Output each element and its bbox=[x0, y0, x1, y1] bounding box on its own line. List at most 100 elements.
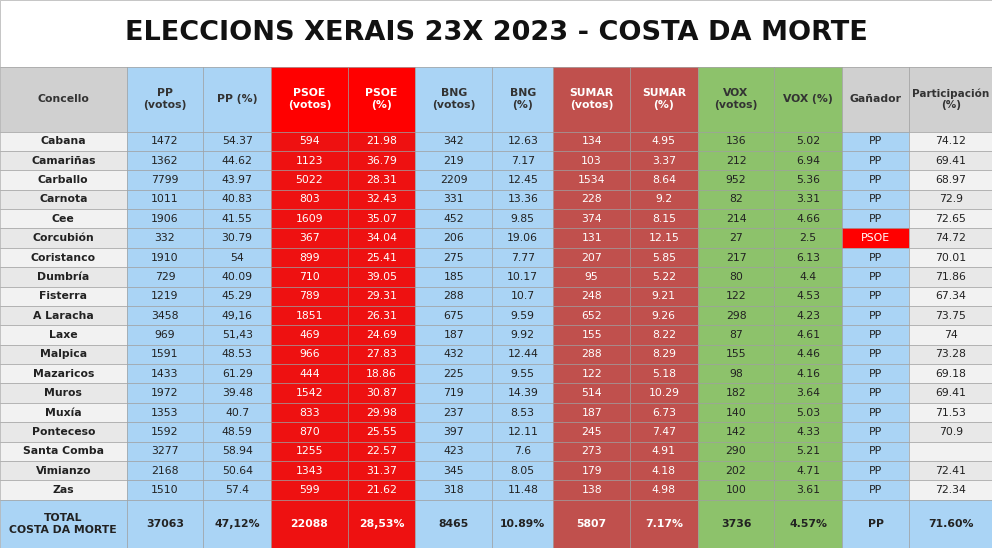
Bar bbox=[127, 229, 203, 248]
Text: 138: 138 bbox=[581, 485, 602, 495]
Bar bbox=[348, 209, 416, 229]
Bar bbox=[127, 442, 203, 461]
Bar bbox=[271, 364, 348, 384]
Text: 34.04: 34.04 bbox=[366, 233, 397, 243]
Text: 7.77: 7.77 bbox=[511, 253, 535, 262]
Bar bbox=[348, 364, 416, 384]
Bar bbox=[630, 306, 697, 326]
Text: 1542: 1542 bbox=[296, 388, 323, 398]
Text: 4.95: 4.95 bbox=[652, 136, 676, 146]
Bar bbox=[554, 403, 630, 423]
Bar bbox=[554, 170, 630, 190]
Text: 318: 318 bbox=[443, 485, 464, 495]
Bar bbox=[775, 364, 842, 384]
Text: 187: 187 bbox=[443, 330, 464, 340]
Bar bbox=[416, 209, 492, 229]
Bar bbox=[910, 423, 992, 442]
Text: Concello: Concello bbox=[38, 94, 89, 104]
Text: 30.79: 30.79 bbox=[222, 233, 253, 243]
Bar bbox=[554, 364, 630, 384]
Bar bbox=[127, 500, 203, 548]
Text: PP: PP bbox=[869, 485, 882, 495]
Text: 12.63: 12.63 bbox=[507, 136, 538, 146]
Text: 8.29: 8.29 bbox=[652, 350, 676, 359]
Bar bbox=[630, 190, 697, 209]
Text: TOTAL
COSTA DA MORTE: TOTAL COSTA DA MORTE bbox=[10, 513, 117, 535]
Bar bbox=[203, 345, 271, 364]
Text: 225: 225 bbox=[443, 369, 464, 379]
Text: Cee: Cee bbox=[52, 214, 74, 224]
Text: PP: PP bbox=[869, 156, 882, 165]
Bar bbox=[416, 248, 492, 267]
Text: 10.29: 10.29 bbox=[649, 388, 680, 398]
Text: 1910: 1910 bbox=[151, 253, 179, 262]
Text: SUMAR
(%): SUMAR (%) bbox=[642, 88, 685, 110]
Bar bbox=[630, 364, 697, 384]
Text: 423: 423 bbox=[443, 446, 464, 456]
Text: 40.83: 40.83 bbox=[222, 195, 253, 204]
Bar bbox=[697, 267, 775, 287]
Bar bbox=[910, 170, 992, 190]
Text: Corcubión: Corcubión bbox=[33, 233, 94, 243]
Bar bbox=[492, 132, 554, 151]
Text: 374: 374 bbox=[581, 214, 602, 224]
Bar bbox=[271, 403, 348, 423]
Text: PP: PP bbox=[869, 408, 882, 418]
Text: 4.57%: 4.57% bbox=[790, 519, 827, 529]
Text: 40.7: 40.7 bbox=[225, 408, 249, 418]
Text: 3.64: 3.64 bbox=[797, 388, 820, 398]
Text: 39.05: 39.05 bbox=[366, 272, 397, 282]
Bar bbox=[842, 287, 910, 306]
Text: 214: 214 bbox=[726, 214, 746, 224]
Text: 5.03: 5.03 bbox=[797, 408, 820, 418]
Bar bbox=[842, 267, 910, 287]
Bar bbox=[127, 132, 203, 151]
Text: 71.60%: 71.60% bbox=[928, 519, 973, 529]
Bar bbox=[416, 287, 492, 306]
Bar bbox=[492, 403, 554, 423]
Bar bbox=[554, 287, 630, 306]
Bar bbox=[554, 190, 630, 209]
Text: 5807: 5807 bbox=[576, 519, 607, 529]
Bar bbox=[842, 170, 910, 190]
Bar bbox=[492, 500, 554, 548]
Text: 3458: 3458 bbox=[151, 311, 179, 321]
Text: 25.41: 25.41 bbox=[366, 253, 397, 262]
Bar bbox=[492, 190, 554, 209]
Text: 87: 87 bbox=[729, 330, 743, 340]
Bar bbox=[910, 481, 992, 500]
Bar bbox=[492, 326, 554, 345]
Text: 4.98: 4.98 bbox=[652, 485, 676, 495]
Bar bbox=[554, 151, 630, 170]
Bar bbox=[0, 481, 127, 500]
Text: 50.64: 50.64 bbox=[222, 466, 253, 476]
Bar bbox=[492, 364, 554, 384]
Text: 789: 789 bbox=[300, 292, 319, 301]
Text: PSOE
(%): PSOE (%) bbox=[365, 88, 398, 110]
Bar bbox=[492, 151, 554, 170]
Bar bbox=[630, 403, 697, 423]
Bar bbox=[910, 364, 992, 384]
Bar bbox=[271, 248, 348, 267]
Bar bbox=[910, 306, 992, 326]
Text: 134: 134 bbox=[581, 136, 602, 146]
Bar bbox=[271, 345, 348, 364]
Bar bbox=[348, 267, 416, 287]
Bar bbox=[0, 461, 127, 481]
Text: 803: 803 bbox=[299, 195, 319, 204]
Text: 206: 206 bbox=[443, 233, 464, 243]
Text: Muxía: Muxía bbox=[45, 408, 81, 418]
Text: 4.71: 4.71 bbox=[797, 466, 820, 476]
Text: 1609: 1609 bbox=[296, 214, 323, 224]
Text: 5.85: 5.85 bbox=[652, 253, 676, 262]
Text: 719: 719 bbox=[443, 388, 464, 398]
Text: 275: 275 bbox=[443, 253, 464, 262]
Text: 514: 514 bbox=[581, 388, 602, 398]
Bar bbox=[416, 326, 492, 345]
Text: 1510: 1510 bbox=[151, 485, 179, 495]
Bar bbox=[554, 229, 630, 248]
Text: 72.34: 72.34 bbox=[935, 485, 966, 495]
Bar bbox=[416, 481, 492, 500]
Text: 237: 237 bbox=[443, 408, 464, 418]
Bar bbox=[271, 423, 348, 442]
